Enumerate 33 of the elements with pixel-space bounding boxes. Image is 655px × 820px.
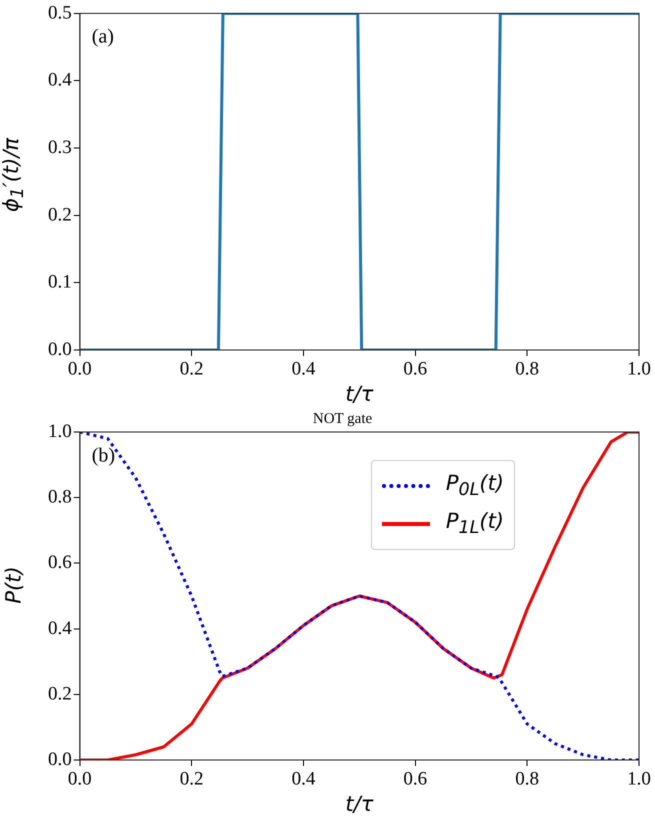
y-tick-label: 0.0 bbox=[48, 338, 72, 360]
x-tick-label: 0.0 bbox=[68, 768, 92, 790]
x-tick-label: 1.0 bbox=[627, 768, 651, 790]
y-tick-label: 0.0 bbox=[48, 748, 72, 770]
chart-title: NOT gate bbox=[312, 410, 372, 427]
annotation: (a) bbox=[92, 26, 114, 48]
legend-label: P$_{1L}$(t) bbox=[446, 509, 504, 539]
y-tick-label: 0.2 bbox=[48, 204, 72, 226]
annotation: (b) bbox=[92, 444, 116, 466]
y-tick-label: 0.8 bbox=[48, 486, 72, 508]
x-tick-label: 0.4 bbox=[292, 768, 316, 790]
x-tick-label: 1.0 bbox=[627, 358, 651, 380]
x-tick-label: 0.2 bbox=[180, 358, 204, 380]
x-tick-label: 0.8 bbox=[515, 768, 540, 790]
x-tick-label: 0.2 bbox=[180, 768, 204, 790]
y-axis-title: P(t) bbox=[1, 566, 26, 604]
legend-label: P$_{0L}$(t) bbox=[446, 471, 504, 501]
y-tick-label: 0.3 bbox=[48, 137, 72, 158]
line-series bbox=[80, 432, 639, 760]
y-tick-label: 0.5 bbox=[48, 2, 72, 24]
x-tick-label: 0.0 bbox=[68, 358, 92, 380]
x-tick-label: 0.6 bbox=[403, 768, 428, 790]
x-axis-title: t/τ bbox=[345, 792, 374, 816]
y-tick-label: 0.4 bbox=[48, 618, 72, 639]
y-tick-label: 0.4 bbox=[48, 70, 72, 91]
y-tick-label: 1.0 bbox=[48, 420, 72, 442]
y-tick-label: 0.6 bbox=[48, 552, 72, 574]
x-axis-title: t/τ bbox=[345, 382, 374, 406]
x-tick-label: 0.6 bbox=[403, 358, 428, 380]
y-tick-label: 0.2 bbox=[48, 683, 72, 704]
y-tick-label: 0.1 bbox=[48, 272, 72, 293]
x-tick-label: 0.4 bbox=[292, 358, 316, 380]
x-tick-label: 0.8 bbox=[515, 358, 540, 380]
